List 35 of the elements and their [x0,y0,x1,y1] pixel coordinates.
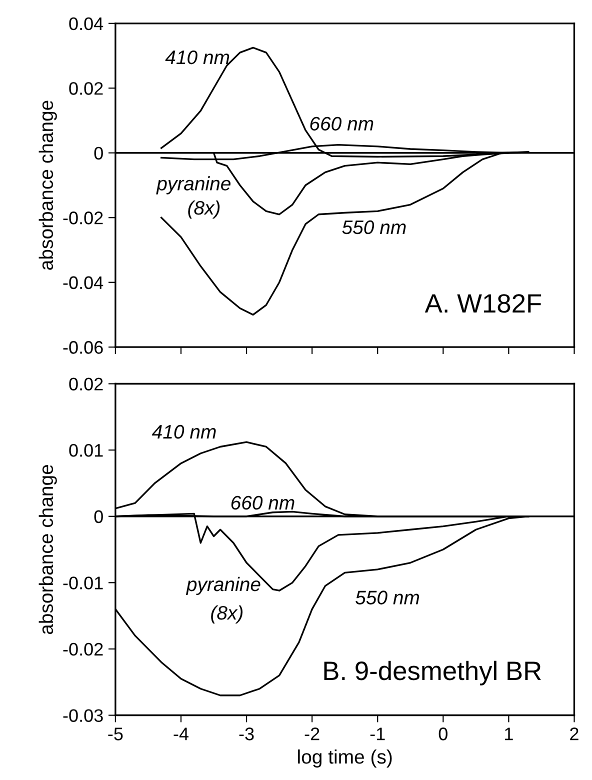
y-tick-label: -0.03 [63,709,103,722]
y-axis-title: absorbance change [38,100,57,270]
annotation: pyranine [156,176,230,194]
y-tick-label: 0 [94,146,103,160]
x-tick-label: 2 [570,728,578,740]
annotation: 410 nm [152,424,216,439]
annotation: 550 nm [342,220,406,234]
annotation: 550 nm [356,590,420,604]
x-tick-label: 0 [438,728,448,740]
x-tick-label: -3 [239,728,254,740]
x-tick-label: -5 [108,728,123,740]
text: A. W182F [424,294,542,313]
y-tick-label: -0.02 [63,212,103,224]
x-tick-label: 1 [505,728,513,740]
y-tick-label: 0 [94,510,103,524]
y-tick-label: -0.06 [63,341,103,354]
y-tick-label: -0.01 [63,576,103,590]
y-tick-label: -0.04 [63,276,104,290]
annotation: pyranine [186,576,260,596]
annotation: (8x) [188,200,220,219]
y-axis-title: absorbance change [38,464,57,634]
annotation: (8x) [211,605,243,624]
y-tick-label: 0.01 [69,444,103,457]
y-tick-label: 0.02 [69,378,103,390]
annotation: 660 nm [310,116,374,131]
x-tick-label: -1 [370,728,385,740]
x-axis-title: log time (s) [298,749,392,768]
y-tick-label: -0.02 [63,642,103,656]
y-tick-label: 0.04 [69,17,104,30]
text: B. 9-desmethyl BR [324,660,541,686]
x-tick-label: -2 [304,728,320,740]
x-tick-label: -4 [174,728,188,740]
annotation: 660 nm [231,496,294,510]
y-tick-label: 0.02 [69,82,103,95]
annotation: 410 nm [165,50,230,64]
